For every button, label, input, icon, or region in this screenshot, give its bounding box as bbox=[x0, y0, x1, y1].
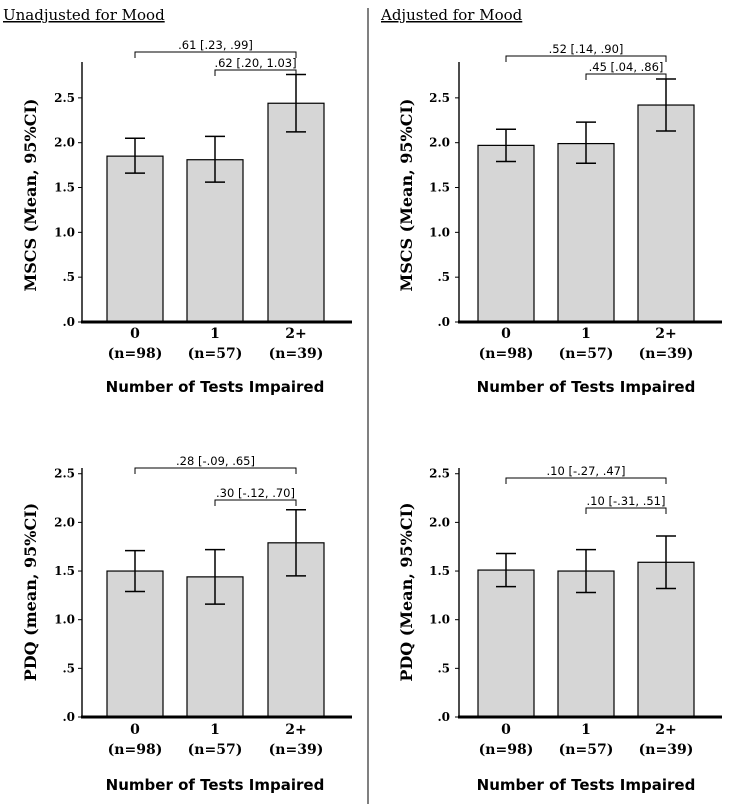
chart2-ytick-label: 2.0 bbox=[429, 136, 450, 150]
chart3-ytick-label: 2.0 bbox=[54, 515, 75, 529]
heading-adjusted: Adjusted for Mood bbox=[380, 6, 523, 24]
chart4-category-label: 1 bbox=[581, 722, 591, 738]
chart3-ytick-label: .0 bbox=[62, 710, 75, 724]
chart2-bracket-label: .45 [.04, .86] bbox=[589, 60, 664, 74]
chart2-category-label: 1 bbox=[581, 326, 591, 342]
chart4-category-label: 2+ bbox=[655, 722, 676, 738]
chart4-ytick-label: 2.5 bbox=[429, 467, 450, 481]
chart1-category-label: 2+ bbox=[285, 326, 306, 342]
chart4-x-axis-title: Number of Tests Impaired bbox=[477, 776, 696, 794]
chart2-bar bbox=[557, 142, 615, 323]
chart3-ytick-label: 1.5 bbox=[54, 564, 75, 578]
chart2-category-n: (n=39) bbox=[639, 346, 694, 362]
chart1-category-n: (n=98) bbox=[108, 346, 163, 362]
chart1-bracket-label: .62 [.20, 1.03] bbox=[214, 56, 296, 70]
chart3-bracket-label: .28 [-.09, .65] bbox=[176, 454, 255, 468]
chart3-bracket bbox=[134, 467, 297, 474]
chart3-category-label: 0 bbox=[130, 722, 140, 738]
chart3-category-label: 1 bbox=[210, 722, 220, 738]
chart1-category-n: (n=57) bbox=[188, 346, 243, 362]
chart2-bar bbox=[637, 104, 695, 323]
chart1-ytick-label: 1.5 bbox=[54, 181, 75, 195]
chart2-category-n: (n=57) bbox=[559, 346, 614, 362]
chart2-category-label: 2+ bbox=[655, 326, 676, 342]
chart3-category-n: (n=57) bbox=[188, 742, 243, 758]
chart2-ytick-label: 1.0 bbox=[429, 225, 450, 239]
chart1-bracket bbox=[214, 69, 297, 76]
chart2-ytick-label: 1.5 bbox=[429, 181, 450, 195]
chart2-bracket bbox=[505, 55, 667, 62]
chart2-ytick-label: .0 bbox=[437, 315, 450, 329]
chart1-ytick-label: 2.0 bbox=[54, 136, 75, 150]
chart4-category-label: 0 bbox=[501, 722, 511, 738]
chart4-bracket-label: .10 [-.31, .51] bbox=[587, 494, 666, 508]
chart2-bracket bbox=[585, 73, 667, 80]
chart3-category-n: (n=39) bbox=[269, 742, 324, 758]
chart4-ytick-label: .5 bbox=[437, 661, 450, 675]
chart1-bracket bbox=[134, 51, 297, 58]
chart2-category-n: (n=98) bbox=[479, 346, 534, 362]
chart4-ytick-label: 1.0 bbox=[429, 613, 450, 627]
chart1-category-label: 1 bbox=[210, 326, 220, 342]
chart3-ytick-label: 1.0 bbox=[54, 613, 75, 627]
heading-unadjusted: Unadjusted for Mood bbox=[3, 6, 165, 24]
chart1-ytick-label: 1.0 bbox=[54, 225, 75, 239]
chart4-category-n: (n=57) bbox=[559, 742, 614, 758]
chart3-bracket-label: .30 [-.12, .70] bbox=[216, 486, 295, 500]
chart1-ytick-label: .5 bbox=[62, 270, 75, 284]
chart4-ytick-label: 1.5 bbox=[429, 564, 450, 578]
chart4-bracket-label: .10 [-.27, .47] bbox=[547, 464, 626, 478]
chart1-bar bbox=[267, 102, 325, 323]
chart2-ytick-label: .5 bbox=[437, 270, 450, 284]
chart3-category-label: 2+ bbox=[285, 722, 306, 738]
chart4-bracket bbox=[505, 477, 667, 484]
chart3-category-n: (n=98) bbox=[108, 742, 163, 758]
chart1-category-label: 0 bbox=[130, 326, 140, 342]
chart1-bracket-label: .61 [.23, .99] bbox=[178, 38, 253, 52]
chart1-bar bbox=[106, 155, 164, 323]
chart1-y-axis-title: MSCS (Mean, 95%CI) bbox=[21, 99, 40, 292]
chart3-y-axis-title: PDQ (mean, 95%CI) bbox=[21, 503, 40, 682]
chart1-x-axis-title: Number of Tests Impaired bbox=[106, 378, 325, 396]
chart4-bracket bbox=[585, 507, 667, 514]
chart2-ytick-label: 2.5 bbox=[429, 91, 450, 105]
chart1-ytick-label: .0 bbox=[62, 315, 75, 329]
chart4-y-axis-title: PDQ (Mean, 95%CI) bbox=[397, 502, 416, 681]
chart4-bar bbox=[477, 569, 535, 718]
chart1-bar bbox=[186, 159, 244, 323]
chart2-category-label: 0 bbox=[501, 326, 511, 342]
chart2-bar bbox=[477, 144, 535, 323]
chart2-bracket-label: .52 [.14, .90] bbox=[549, 42, 624, 56]
chart3-ytick-label: 2.5 bbox=[54, 467, 75, 481]
chart3-ytick-label: .5 bbox=[62, 661, 75, 675]
chart3-x-axis-title: Number of Tests Impaired bbox=[106, 776, 325, 794]
chart1-category-n: (n=39) bbox=[269, 346, 324, 362]
chart1-ytick-label: 2.5 bbox=[54, 91, 75, 105]
chart4-ytick-label: .0 bbox=[437, 710, 450, 724]
chart3-bracket bbox=[214, 499, 297, 506]
chart4-category-n: (n=98) bbox=[479, 742, 534, 758]
chart3-bar bbox=[106, 570, 164, 718]
chart2-x-axis-title: Number of Tests Impaired bbox=[477, 378, 696, 396]
chart4-category-n: (n=39) bbox=[639, 742, 694, 758]
chart4-ytick-label: 2.0 bbox=[429, 515, 450, 529]
chart2-y-axis-title: MSCS (Mean, 95%CI) bbox=[397, 99, 416, 292]
